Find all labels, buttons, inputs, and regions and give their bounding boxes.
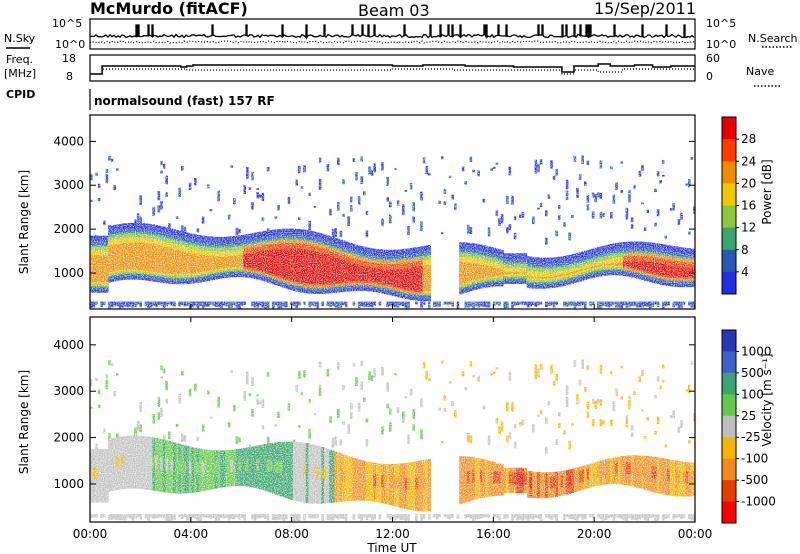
time-tick-label: 20:00 — [577, 527, 612, 541]
time-tick-label: 12:00 — [375, 527, 410, 541]
time-tick-label: 00:00 — [678, 527, 713, 541]
noise-search-line — [89, 40, 695, 44]
colorbar-tick-label: -500 — [741, 473, 768, 487]
colorbar-swatch — [722, 183, 736, 206]
range-tick-label: 3000 — [53, 384, 84, 398]
colorbar-tick-label: -1000 — [741, 495, 776, 509]
colorbar-tick-label: 24 — [741, 154, 756, 168]
colorbar-swatch — [722, 415, 736, 438]
noise-panel-frame — [89, 18, 696, 50]
colorbar-tick-label: -25 — [741, 430, 761, 444]
freq-panel-frame — [89, 54, 696, 82]
velocity-speckle — [90, 317, 695, 522]
noise-right-label: N.Search — [748, 32, 798, 45]
colorbar-swatch — [722, 501, 736, 524]
colorbar-swatch — [722, 372, 736, 395]
time-tick-label: 00:00 — [73, 527, 108, 541]
power-y-ticks: 1000 2000 3000 4000 — [53, 134, 695, 280]
time-tick-label: 08:00 — [274, 527, 309, 541]
colorbar-tick-label: 16 — [741, 199, 756, 213]
colorbar-tick-label: 1000 — [741, 344, 772, 358]
range-tick-label: 1000 — [53, 477, 84, 491]
freq-left-tick-top: 18 — [62, 52, 76, 65]
noise-sky-line — [89, 24, 695, 40]
colorbar-swatch — [722, 458, 736, 481]
colorbar-swatch — [722, 351, 736, 374]
cpid-label: CPID — [6, 88, 35, 101]
range-tick-label: 2000 — [53, 222, 84, 236]
time-tick-label: 16:00 — [476, 527, 511, 541]
time-axis-ticks: 00:00 04:00 08:00 12:00 16:00 20:00 00:00 — [73, 304, 713, 541]
colorbar-swatch — [722, 330, 736, 352]
velocity-y-ticks: 1000 2000 3000 4000 — [53, 338, 695, 491]
date-title: 15/Sep/2011 — [594, 0, 696, 18]
beam-title: Beam 03 — [358, 1, 430, 20]
noise-left-tick-bottom: 10^0 — [55, 38, 85, 51]
velocity-colorbar: 1000 500 100 25 -25 -100 -500 -1000 — [721, 329, 776, 524]
nave-label: Nave — [746, 65, 774, 78]
nave-line — [90, 68, 695, 75]
colorbar-tick-label: 100 — [741, 387, 764, 401]
frequency-line — [90, 63, 695, 75]
colorbar-tick-label: 500 — [741, 366, 764, 380]
power-colorbar-label: Power [dB] — [760, 159, 774, 224]
power-y-label: Slant Range [km] — [17, 170, 31, 274]
power-colorbar: 4 8 12 16 20 24 28 — [721, 116, 756, 295]
power-speckle — [90, 115, 695, 309]
range-tick-label: 3000 — [53, 178, 84, 192]
colorbar-tick-label: 28 — [741, 132, 756, 146]
velocity-colorbar-label: Velocity [m s⁻¹] — [760, 353, 774, 446]
colorbar-swatch — [722, 437, 736, 460]
colorbar-swatch — [722, 480, 736, 503]
colorbar-frame — [721, 329, 737, 524]
velocity-y-label: Slant Range [km] — [17, 370, 31, 474]
cpid-value: normalsound (fast) 157 RF — [94, 94, 275, 108]
colorbar-swatch — [722, 271, 736, 295]
noise-right-tick-top: 10^5 — [706, 17, 736, 30]
range-tick-label: 1000 — [53, 266, 84, 280]
colorbar-swatch — [722, 205, 736, 229]
colorbar-swatch — [722, 139, 736, 162]
freq-label-line1: Freq. — [6, 53, 33, 66]
range-tick-label: 4000 — [53, 134, 84, 148]
colorbar-tick-label: 20 — [741, 176, 756, 190]
colorbar-tick-label: 4 — [741, 265, 749, 279]
colorbar-tick-label: -100 — [741, 452, 768, 466]
colorbar-swatch — [722, 161, 736, 184]
noise-left-label: N.Sky — [4, 32, 36, 45]
freq-right-tick-top: 60 — [706, 52, 720, 65]
time-axis-label: Time UT — [366, 541, 417, 554]
colorbar-swatch — [722, 249, 736, 273]
colorbar-swatch — [722, 117, 736, 140]
colorbar-swatch — [722, 227, 736, 251]
colorbar-tick-label: 12 — [741, 221, 756, 235]
noise-left-tick-top: 10^5 — [52, 17, 82, 30]
range-tick-label: 2000 — [53, 431, 84, 445]
colorbar-swatch — [722, 394, 736, 417]
time-tick-label: 04:00 — [174, 527, 209, 541]
colorbar-tick-label: 25 — [741, 409, 756, 423]
colorbar-tick-label: 8 — [741, 243, 749, 257]
station-title: McMurdo (fitACF) — [90, 0, 248, 18]
freq-right-tick-bottom: 0 — [706, 70, 713, 83]
noise-right-tick-bottom: 10^0 — [706, 38, 736, 51]
range-tick-label: 4000 — [53, 338, 84, 352]
freq-label-line2: [MHz] — [4, 67, 36, 80]
freq-left-tick-bottom: 8 — [66, 70, 73, 83]
